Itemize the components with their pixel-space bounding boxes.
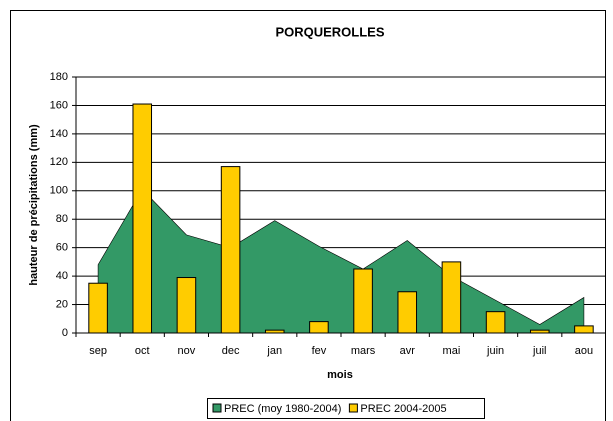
y-tick-label: 80 (56, 213, 68, 225)
x-tick-label: oct (135, 345, 150, 357)
chart-frame (10, 10, 606, 421)
chart-title: PORQUEROLLES (275, 24, 384, 39)
y-tick-label: 120 (50, 156, 68, 168)
x-tick-label: mars (351, 345, 376, 357)
x-tick-label: juil (532, 345, 546, 357)
bar (485, 311, 506, 334)
x-tick-label: juin (486, 345, 504, 357)
x-tick-label: jan (266, 345, 282, 357)
bar (220, 166, 241, 334)
bar (353, 268, 373, 334)
x-tick-label: aou (575, 345, 593, 357)
legend-swatch (212, 403, 222, 413)
y-tick-label: 180 (50, 71, 68, 83)
y-tick-label: 140 (50, 128, 68, 140)
bar (176, 277, 197, 334)
legend-label: PREC (moy 1980-2004) (224, 403, 341, 415)
legend-label: PREC 2004-2005 (360, 403, 446, 415)
x-tick-label: avr (400, 345, 416, 357)
y-tick-label: 40 (56, 270, 68, 282)
x-axis-label: mois (327, 369, 353, 381)
bar (441, 261, 462, 334)
bar (574, 325, 594, 334)
bar (309, 321, 329, 334)
x-tick-label: sep (89, 345, 107, 357)
y-tick-label: 0 (62, 327, 68, 339)
bar (88, 282, 108, 334)
legend-swatch (348, 403, 358, 413)
x-tick-label: dec (222, 345, 240, 357)
x-tick-label: nov (178, 345, 196, 357)
y-tick-label: 160 (50, 99, 68, 111)
x-tick-label: fev (312, 345, 327, 357)
bar (132, 103, 153, 334)
y-tick-label: 100 (50, 185, 68, 197)
bar (397, 291, 418, 334)
y-axis-label: hauteur de précipitations (mm) (28, 124, 40, 286)
x-tick-label: mai (443, 345, 461, 357)
legend-box (207, 398, 485, 419)
y-tick-label: 60 (56, 242, 68, 254)
y-tick-label: 20 (56, 298, 68, 310)
